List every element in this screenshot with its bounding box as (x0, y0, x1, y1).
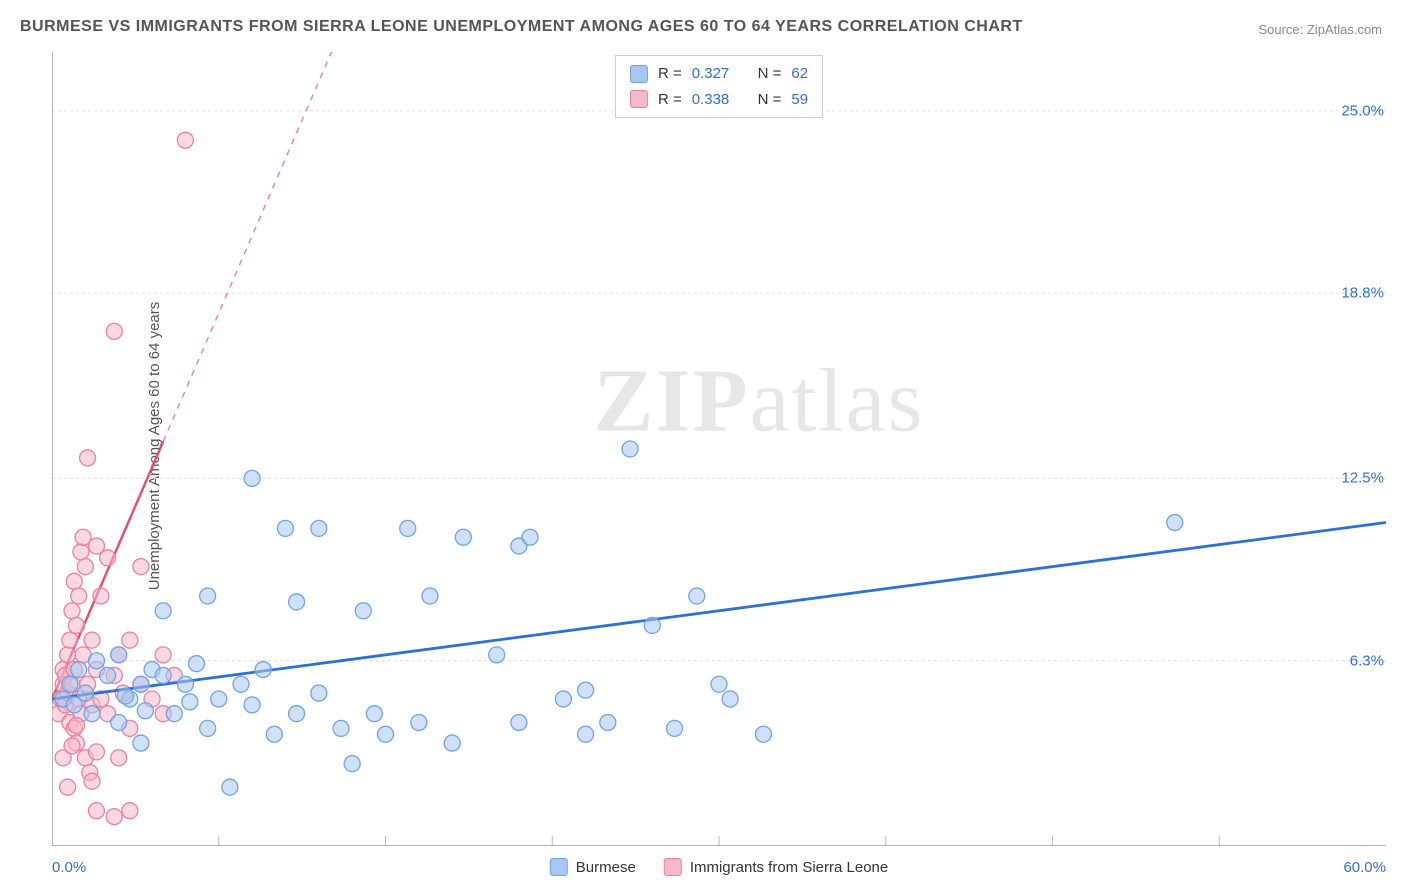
legend-row-sierra-leone: R = 0.338 N = 59 (630, 87, 808, 113)
y-tick-label: 25.0% (1341, 102, 1384, 119)
chart-title: BURMESE VS IMMIGRANTS FROM SIERRA LEONE … (20, 18, 1023, 36)
legend-label: Burmese (576, 859, 636, 876)
y-tick-label: 12.5% (1341, 470, 1384, 487)
legend-item-sierra-leone: Immigrants from Sierra Leone (664, 858, 888, 876)
legend-n-value: 59 (791, 87, 808, 113)
legend-r-value: 0.338 (692, 87, 730, 113)
legend-r-label: R = (658, 87, 682, 113)
series-legend: Burmese Immigrants from Sierra Leone (550, 858, 888, 876)
x-axis: 0.0% Burmese Immigrants from Sierra Leon… (52, 852, 1386, 882)
swatch-sierra-leone-icon (630, 90, 648, 108)
swatch-burmese-icon (630, 65, 648, 83)
legend-r-value: 0.327 (692, 61, 730, 87)
swatch-burmese-icon (550, 858, 568, 876)
legend-n-label: N = (758, 87, 782, 113)
y-tick-label: 6.3% (1350, 652, 1384, 669)
legend-item-burmese: Burmese (550, 858, 636, 876)
x-axis-max-label: 60.0% (1343, 859, 1386, 876)
chart-plot-area: R = 0.327 N = 62 R = 0.338 N = 59 ZIPatl… (52, 52, 1386, 846)
legend-row-burmese: R = 0.327 N = 62 (630, 61, 808, 87)
legend-label: Immigrants from Sierra Leone (690, 859, 888, 876)
correlation-legend: R = 0.327 N = 62 R = 0.338 N = 59 (615, 55, 823, 118)
legend-r-label: R = (658, 61, 682, 87)
scatter-chart (52, 52, 1386, 846)
swatch-sierra-leone-icon (664, 858, 682, 876)
x-axis-min-label: 0.0% (52, 859, 86, 876)
legend-n-label: N = (758, 61, 782, 87)
source-attribution: Source: ZipAtlas.com (1258, 22, 1382, 37)
y-tick-label: 18.8% (1341, 285, 1384, 302)
legend-n-value: 62 (791, 61, 808, 87)
